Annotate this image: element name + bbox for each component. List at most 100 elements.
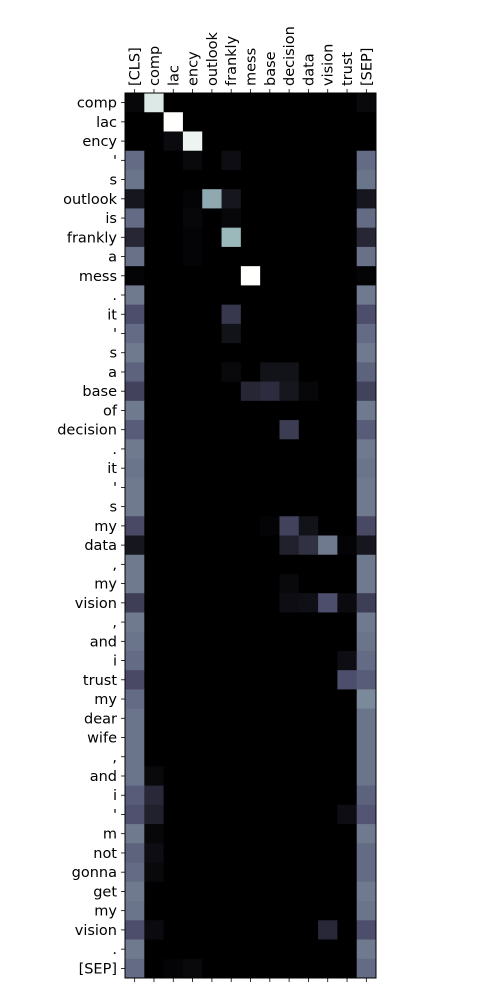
heatmap-cell [279,535,300,556]
heatmap-cell [182,650,203,671]
heatmap-cell [221,708,242,729]
heatmap-cell [279,727,300,748]
heatmap-cell [337,824,358,844]
heatmap-cell [163,650,184,671]
heatmap-cell [240,323,261,344]
heatmap-cell [182,458,203,479]
heatmap-cell [163,593,184,613]
heatmap-cell [356,112,377,132]
heatmap-cell [163,804,184,825]
heatmap-cell [144,554,165,575]
heatmap-cell [144,901,165,921]
heatmap-cell [221,323,242,344]
heatmap-cell [240,208,261,229]
heatmap-cell [221,477,242,498]
heatmap-cell [260,112,280,132]
heatmap-cell [125,381,145,402]
heatmap-cell [240,458,261,479]
heatmap-cell [318,516,338,536]
heatmap-cell [298,420,319,440]
heatmap-cell [240,285,261,306]
heatmap-cell [125,670,145,690]
heatmap-cell [182,535,203,556]
y-tick-label: it [107,461,117,477]
heatmap-cell [163,93,184,113]
heatmap-cell [144,208,165,229]
heatmap-cell [298,920,319,940]
heatmap-cell [182,785,203,806]
heatmap-cell [125,689,145,710]
heatmap-cell [279,343,300,363]
heatmap-cell [356,131,377,152]
heatmap-cell [240,824,261,844]
heatmap-cell [298,246,319,267]
x-tick-label: comp [147,46,163,86]
heatmap-cell [221,650,242,671]
heatmap-cell [125,747,145,767]
y-tick-label: it [107,307,117,323]
heatmap-cell [337,516,358,536]
heatmap-cell [279,246,300,267]
heatmap-cell [356,708,377,729]
heatmap-cell [298,131,319,152]
heatmap-cell [279,573,300,594]
heatmap-cell [202,670,222,690]
heatmap-cell [182,593,203,613]
heatmap-cell [202,535,222,556]
heatmap-cell [240,593,261,613]
heatmap-cell [202,593,222,613]
heatmap-cell [318,362,338,382]
heatmap-cell [260,881,280,902]
heatmap-cell [125,593,145,613]
heatmap-cell [144,516,165,536]
x-axis-bottom-ticks [134,978,367,982]
heatmap-cell [337,381,358,402]
heatmap-cell [240,150,261,171]
y-tick-label: and [90,634,117,650]
heatmap-cell [125,400,145,421]
heatmap-cell [144,112,165,132]
heatmap-cell [318,246,338,267]
heatmap-cell [298,477,319,498]
heatmap-cell [240,227,261,248]
heatmap-cell [202,208,222,229]
heatmap-cell [202,246,222,267]
heatmap-cell [279,189,300,209]
heatmap-cell [125,208,145,229]
x-axis-top: [CLS] comp lac ency outlook frankly mess base de… [128,26,375,93]
heatmap-cell [318,169,338,190]
heatmap-cell [182,381,203,402]
heatmap-cell [298,785,319,806]
heatmap-cell [182,400,203,421]
heatmap-cell [260,362,280,382]
heatmap-cell [221,420,242,440]
heatmap-cell [240,843,261,863]
heatmap-cell [260,246,280,267]
heatmap-cell [221,631,242,652]
heatmap-cell [163,477,184,498]
heatmap-cell [163,343,184,363]
heatmap-cell [221,362,242,382]
heatmap-cell [279,169,300,190]
heatmap-cell [318,670,338,690]
heatmap-cell [318,304,338,325]
heatmap-cell [356,285,377,306]
heatmap-cell [144,804,165,825]
x-tick-label: vision [321,44,337,86]
heatmap-cell [182,246,203,267]
heatmap-cell [182,266,203,286]
heatmap-cell [163,362,184,382]
heatmap-cell [182,631,203,652]
heatmap-cell [318,881,338,902]
heatmap-cell [279,227,300,248]
heatmap-cell [260,323,280,344]
heatmap-cell [279,631,300,652]
heatmap-cell [318,747,338,767]
y-tick-label: not [93,846,117,862]
heatmap-cell [240,747,261,767]
heatmap-cell [279,881,300,902]
y-tick-label: outlook [63,192,118,208]
heatmap-cell [356,843,377,863]
heatmap-cell [125,227,145,248]
